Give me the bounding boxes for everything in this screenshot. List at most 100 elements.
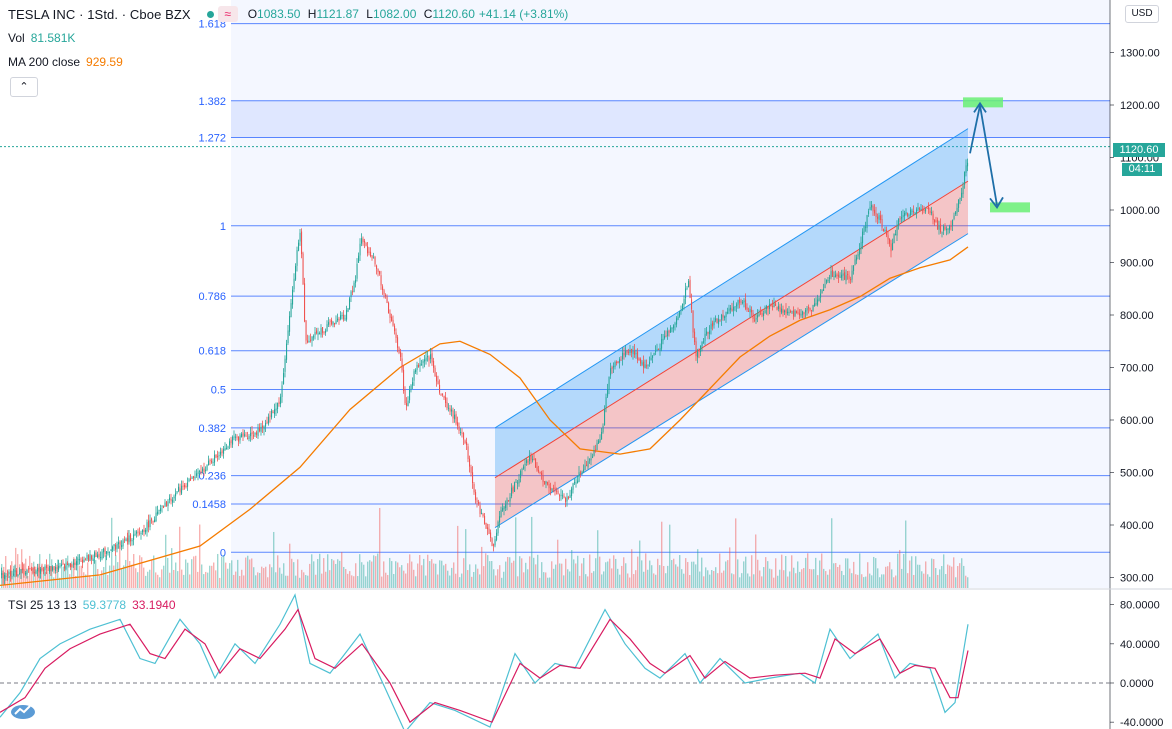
candle-body [350, 291, 352, 298]
volume-bar [213, 562, 215, 588]
volume-bar [245, 557, 247, 588]
volume-bar [815, 557, 817, 588]
projection-arrows[interactable] [963, 97, 1030, 213]
regression-channel[interactable] [494, 128, 969, 529]
volume-bar [963, 565, 965, 588]
volume-bar [951, 566, 953, 588]
candle-body [721, 314, 723, 320]
candle-body [166, 501, 168, 507]
candle-body [443, 396, 445, 399]
tradingview-logo-icon[interactable] [10, 700, 36, 720]
fib-label-2: 1.272 [198, 133, 226, 145]
candle-body [967, 162, 969, 167]
volume-bar [471, 576, 473, 588]
candle-body [728, 308, 730, 312]
volume-bar [699, 571, 701, 588]
candle-body [923, 209, 925, 211]
volume-bar [927, 574, 929, 588]
volume-bar [279, 567, 281, 588]
collapse-legend-button[interactable]: ⌃ [10, 77, 38, 97]
candle-body [863, 226, 865, 233]
candle-body [583, 469, 585, 472]
volume-bar [891, 569, 893, 588]
volume-bar [913, 574, 915, 588]
candle-body [475, 492, 477, 501]
candle-body [518, 479, 520, 484]
candle-body [791, 311, 793, 313]
volume-bar [451, 567, 453, 588]
candle-body [787, 311, 789, 314]
candle-body [694, 331, 696, 343]
volume-bar [321, 573, 323, 588]
fibonacci-retracement[interactable]: 1.6181.3821.27210.7860.6180.50.3820.2360… [0, 19, 1110, 560]
candle-body [878, 215, 880, 220]
volume-bar [747, 573, 749, 588]
volume-bar [17, 554, 19, 588]
volume-bar [303, 572, 305, 588]
volume-bar [567, 569, 569, 588]
candle-body [7, 574, 9, 576]
volume-bar [171, 548, 173, 588]
target-high-box [963, 97, 1003, 108]
volume-bar [811, 569, 813, 588]
volume-bar [523, 572, 525, 588]
candle-body [775, 303, 777, 306]
volume-bar [113, 565, 115, 588]
candle-body [667, 330, 669, 337]
ma-legend[interactable]: MA 200 close 929.59 [8, 55, 123, 69]
candle-body [875, 213, 877, 217]
currency-button[interactable]: USD [1125, 5, 1159, 23]
candle-body [521, 469, 523, 471]
moving-average [0, 246, 969, 587]
candle-body [286, 343, 288, 360]
candle-body [38, 566, 40, 573]
candle-body [575, 482, 577, 484]
candle-body [424, 359, 426, 362]
channel-upper-line [494, 128, 969, 429]
fibonacci-fill [231, 0, 1110, 588]
volume-bar [35, 566, 37, 588]
candle-body [905, 212, 907, 214]
candle-body [386, 296, 388, 303]
volume-bar [337, 559, 339, 588]
candle-body [176, 491, 178, 493]
volume-bar [189, 574, 191, 588]
candle-body [5, 575, 7, 577]
candle-body [856, 257, 858, 261]
candle-body [581, 471, 583, 473]
candle-body [142, 529, 144, 533]
candle-body [16, 570, 18, 576]
fib-label-6: 0.5 [211, 385, 226, 397]
candle-body [191, 477, 193, 479]
candle-body [913, 210, 915, 213]
candle-body [704, 333, 706, 341]
candle-body [910, 209, 912, 215]
volume-bar [469, 564, 471, 588]
candle-body [22, 568, 24, 571]
volume-bar [883, 574, 885, 588]
volume-bar [655, 574, 657, 588]
wave-icon[interactable]: ≈ [217, 6, 238, 22]
volume-bar [735, 518, 737, 588]
candle-body [67, 564, 69, 566]
volume-bar [161, 569, 163, 588]
candle-body [806, 308, 808, 311]
candle-body [70, 563, 72, 567]
candle-body [719, 319, 721, 321]
volume-bar [965, 575, 967, 588]
volume-bar [465, 529, 467, 588]
volume-bar [953, 557, 955, 588]
candle-body [958, 199, 960, 208]
symbol-title[interactable]: TESLA INC · 1Std. · Cboe BZX [8, 6, 191, 22]
volume-legend[interactable]: Vol 81.581K [8, 31, 76, 45]
candle-body [914, 212, 916, 214]
volume-bar [273, 531, 275, 588]
candle-body [577, 480, 579, 483]
candle-body [520, 471, 522, 479]
volume-bar [919, 564, 921, 588]
tsi-legend[interactable]: TSI 25 13 13 59.3778 33.1940 [8, 598, 176, 612]
candle-body [746, 307, 748, 310]
candle-body [911, 210, 913, 212]
